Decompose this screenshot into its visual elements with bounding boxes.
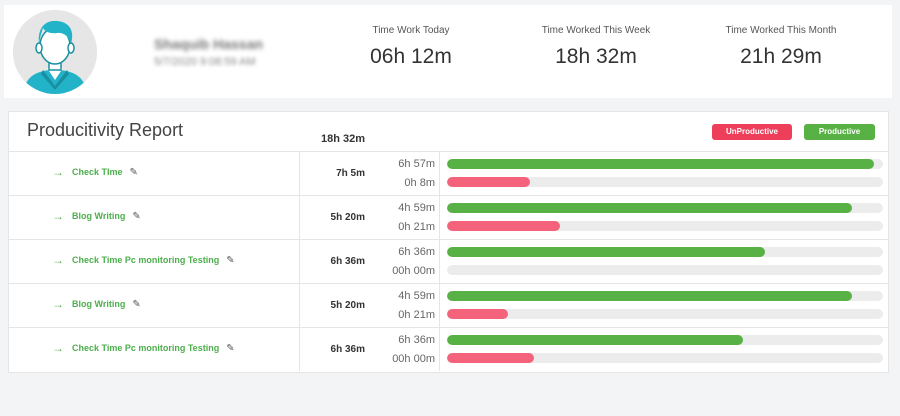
arrow-right-icon: → (52, 209, 64, 223)
productive-bar-fill (447, 335, 744, 345)
pencil-edit-icon[interactable]: ✎ (226, 343, 235, 354)
task-cell: → Blog Writing ✎ (9, 196, 300, 239)
pencil-edit-icon[interactable]: ✎ (132, 211, 141, 222)
unproductive-time: 00h 00m (392, 353, 435, 365)
productive-bar-track (447, 159, 883, 169)
report-row: → Check TIme ✎ 7h 5m 6h 57m 0h 8m (9, 151, 888, 195)
productivity-report-card: Producitivity Report 18h 32m UnProductiv… (8, 111, 889, 373)
productive-bar-track (447, 247, 883, 257)
task-total: 5h 20m (330, 300, 365, 311)
unproductive-bar-track (447, 309, 883, 319)
task-total: 6h 36m (330, 344, 365, 355)
unproductive-bar-fill (447, 353, 535, 363)
report-row: → Blog Writing ✎ 5h 20m 4h 59m 0h 21m (9, 283, 888, 327)
task-cell: → Blog Writing ✎ (9, 284, 300, 327)
unproductive-bar-fill (447, 309, 509, 319)
report-rows: → Check TIme ✎ 7h 5m 6h 57m 0h 8m → Blog … (9, 151, 888, 371)
stat-today-value: 06h 12m (370, 45, 452, 68)
task-cell: → Check Time Pc monitoring Testing ✎ (9, 328, 300, 371)
user-summary-card: Shaquib Hassan 5/7/2020 9:08:59 AM Time … (4, 5, 892, 98)
task-link[interactable]: Check TIme ✎ (72, 167, 138, 178)
unproductive-time: 0h 21m (398, 221, 435, 233)
task-link[interactable]: Check Time Pc monitoring Testing ✎ (72, 343, 235, 354)
productive-bar-fill (447, 247, 766, 257)
unproductive-bar-track (447, 177, 883, 187)
task-link[interactable]: Blog Writing ✎ (72, 299, 141, 310)
arrow-right-icon: → (52, 341, 64, 355)
task-cell: → Check Time Pc monitoring Testing ✎ (9, 240, 300, 283)
task-name: Check Time Pc monitoring Testing (72, 343, 220, 353)
stat-week: Time Worked This Week 18h 32m (511, 25, 681, 69)
total-cell: 7h 5m (300, 152, 440, 195)
pencil-edit-icon[interactable]: ✎ (129, 167, 138, 178)
productive-time: 6h 36m (398, 246, 435, 258)
report-row: → Blog Writing ✎ 5h 20m 4h 59m 0h 21m (9, 195, 888, 239)
legend-productive: Productive Time (804, 124, 875, 152)
task-cell: → Check TIme ✎ (9, 152, 300, 195)
pencil-edit-icon[interactable]: ✎ (226, 255, 235, 266)
task-link[interactable]: Check Time Pc monitoring Testing ✎ (72, 255, 235, 266)
arrow-right-icon: → (52, 253, 64, 267)
productive-bar-fill (447, 203, 853, 213)
task-link[interactable]: Blog Writing ✎ (72, 211, 141, 222)
unproductive-bar-fill (447, 177, 530, 187)
legend-unproductive: UnProductive Time (712, 124, 792, 152)
unproductive-bar-fill (447, 221, 561, 231)
productive-bar-track (447, 335, 883, 345)
productive-bar-fill (447, 159, 875, 169)
unproductive-time: 0h 21m (398, 309, 435, 321)
productive-bar-fill (447, 291, 853, 301)
user-name: Shaquib Hassan (154, 36, 263, 52)
stat-month: Time Worked This Month 21h 29m (696, 25, 866, 69)
user-avatar-icon (13, 10, 97, 94)
arrow-right-icon: → (52, 165, 64, 179)
unproductive-bar-track (447, 353, 883, 363)
report-total: 18h 32m (320, 133, 365, 145)
report-row: → Check Time Pc monitoring Testing ✎ 6h 3… (9, 239, 888, 283)
task-total: 7h 5m (336, 168, 365, 179)
total-cell: 5h 20m (300, 284, 440, 327)
unproductive-bar-track (447, 221, 883, 231)
unproductive-time: 0h 8m (404, 177, 435, 189)
pencil-edit-icon[interactable]: ✎ (132, 299, 141, 310)
stat-week-value: 18h 32m (555, 45, 637, 68)
task-total: 6h 36m (330, 256, 365, 267)
task-name: Check Time Pc monitoring Testing (72, 255, 220, 265)
unproductive-time: 00h 00m (392, 265, 435, 277)
total-cell: 6h 36m (300, 328, 440, 371)
productive-bar-track (447, 203, 883, 213)
user-timestamp: 5/7/2020 9:08:59 AM (154, 56, 256, 68)
stat-today-label: Time Work Today (372, 25, 450, 36)
stat-week-label: Time Worked This Week (541, 25, 651, 36)
report-title: Producitivity Report (27, 120, 184, 140)
report-row: → Check Time Pc monitoring Testing ✎ 6h 3… (9, 327, 888, 371)
total-cell: 6h 36m (300, 240, 440, 283)
productive-time: 4h 59m (398, 290, 435, 302)
task-name: Check TIme (72, 167, 123, 177)
stat-month-label: Time Worked This Month (725, 25, 837, 36)
productive-bar-track (447, 291, 883, 301)
productive-time: 6h 57m (398, 158, 435, 170)
stat-today: Time Work Today 06h 12m (326, 25, 496, 69)
total-cell: 5h 20m (300, 196, 440, 239)
arrow-right-icon: → (52, 297, 64, 311)
unproductive-bar-track (447, 265, 883, 275)
stat-month-value: 21h 29m (740, 45, 822, 68)
task-total: 5h 20m (330, 212, 365, 223)
productive-time: 4h 59m (398, 202, 435, 214)
task-name: Blog Writing (72, 299, 126, 309)
productive-time: 6h 36m (398, 334, 435, 346)
task-name: Blog Writing (72, 211, 126, 221)
